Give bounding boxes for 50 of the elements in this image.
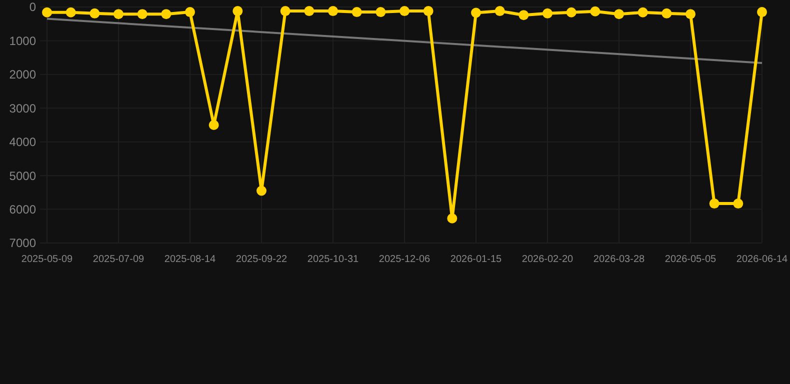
x-tick-label: 2025-08-14: [164, 254, 216, 265]
x-tick-label: 2025-07-09: [92, 254, 145, 265]
point: [471, 8, 481, 18]
point: [352, 7, 362, 18]
point: [137, 9, 148, 20]
y-tick-label: 5000: [9, 168, 36, 183]
point: [90, 8, 100, 18]
point: [42, 7, 52, 18]
point: [114, 9, 124, 20]
point: [423, 6, 434, 16]
point: [280, 6, 290, 16]
x-tick-label: 2026-03-28: [593, 254, 646, 265]
point: [638, 7, 648, 18]
x-tick-label: 2025-10-31: [307, 254, 360, 265]
y-tick-label: 1000: [9, 34, 36, 48]
point: [733, 198, 744, 209]
point: [400, 6, 410, 16]
point: [614, 9, 624, 20]
y-tick-label: 7000: [9, 236, 36, 250]
y-tick-label: 3000: [9, 101, 36, 116]
y-tick-label: 2000: [9, 68, 36, 82]
y-tick-label: 4000: [9, 135, 36, 150]
x-tick-label: 2026-01-15: [450, 254, 502, 265]
point: [662, 8, 672, 18]
point: [232, 6, 243, 16]
point: [542, 8, 552, 18]
point: [590, 6, 600, 16]
x-tick-label: 2025-12-06: [378, 254, 431, 265]
y-tick-label: 0: [29, 0, 36, 14]
x-tick-label: 2026-06-14: [736, 254, 788, 265]
x-tick-label: 2025-09-22: [236, 254, 288, 265]
point: [66, 7, 76, 18]
x-tick-label: 2025-05-09: [21, 254, 74, 265]
y-tick-label: 6000: [9, 202, 36, 216]
point: [208, 120, 219, 130]
point: [328, 6, 338, 16]
point: [304, 6, 314, 16]
point: [185, 7, 195, 18]
point: [161, 9, 172, 20]
point: [256, 186, 266, 196]
point: [376, 7, 386, 18]
point: [709, 198, 720, 209]
point: [447, 213, 458, 224]
x-tick-label: 2026-05-05: [664, 254, 717, 265]
point: [757, 7, 767, 18]
point: [518, 10, 529, 20]
point: [494, 6, 505, 16]
point: [566, 7, 576, 18]
x-tick-label: 2026-02-20: [522, 254, 574, 265]
point: [686, 9, 696, 20]
